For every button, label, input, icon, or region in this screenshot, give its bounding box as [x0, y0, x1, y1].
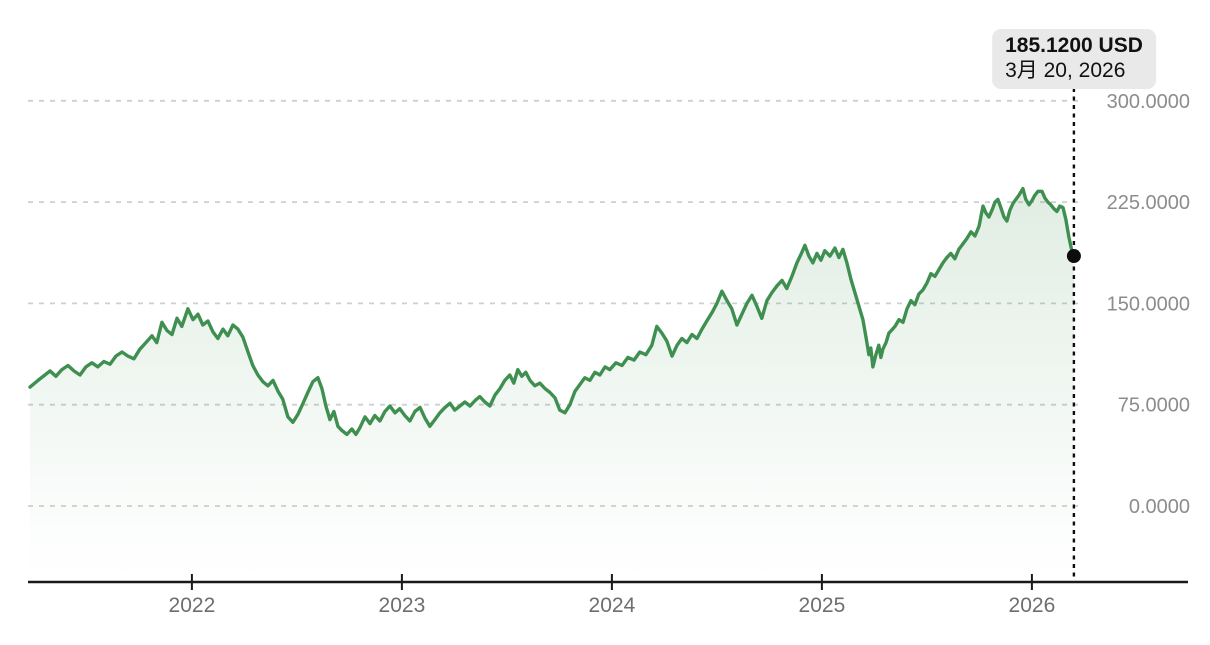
- tooltip: 185.1200 USD 3月 20, 2026: [992, 29, 1156, 89]
- y-axis-label: 75.0000: [1118, 395, 1190, 417]
- y-axis-label: 0.0000: [1129, 496, 1190, 518]
- y-axis-label: 225.0000: [1107, 192, 1190, 214]
- x-axis-label: 2025: [799, 594, 846, 617]
- price-line: [28, 186, 1076, 437]
- x-axis-label: 2026: [1009, 594, 1056, 617]
- x-axis-label: 2023: [379, 594, 426, 617]
- price-area: [30, 188, 1074, 582]
- x-axis-label: 2024: [589, 594, 636, 617]
- last-price-marker: [1066, 249, 1081, 263]
- tooltip-price: 185.1200 USD: [1005, 34, 1143, 57]
- y-axis-label: 150.0000: [1107, 293, 1190, 315]
- x-axis-label: 2022: [169, 594, 216, 617]
- tooltip-date: 3月 20, 2026: [1005, 59, 1126, 82]
- y-axis-label: 300.0000: [1107, 91, 1190, 113]
